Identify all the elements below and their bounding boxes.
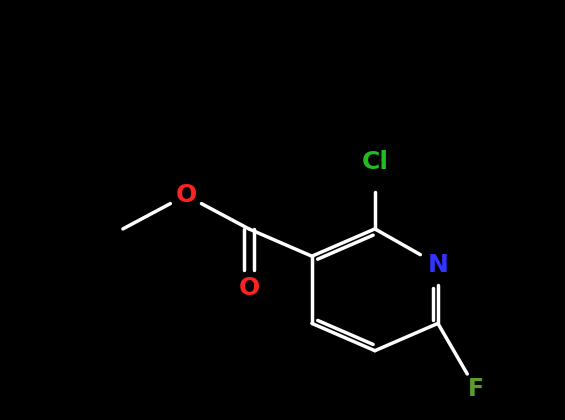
Text: O: O bbox=[175, 183, 197, 207]
Text: O: O bbox=[238, 276, 259, 300]
Text: N: N bbox=[428, 252, 449, 277]
Text: Cl: Cl bbox=[362, 150, 388, 174]
Text: F: F bbox=[468, 376, 484, 401]
